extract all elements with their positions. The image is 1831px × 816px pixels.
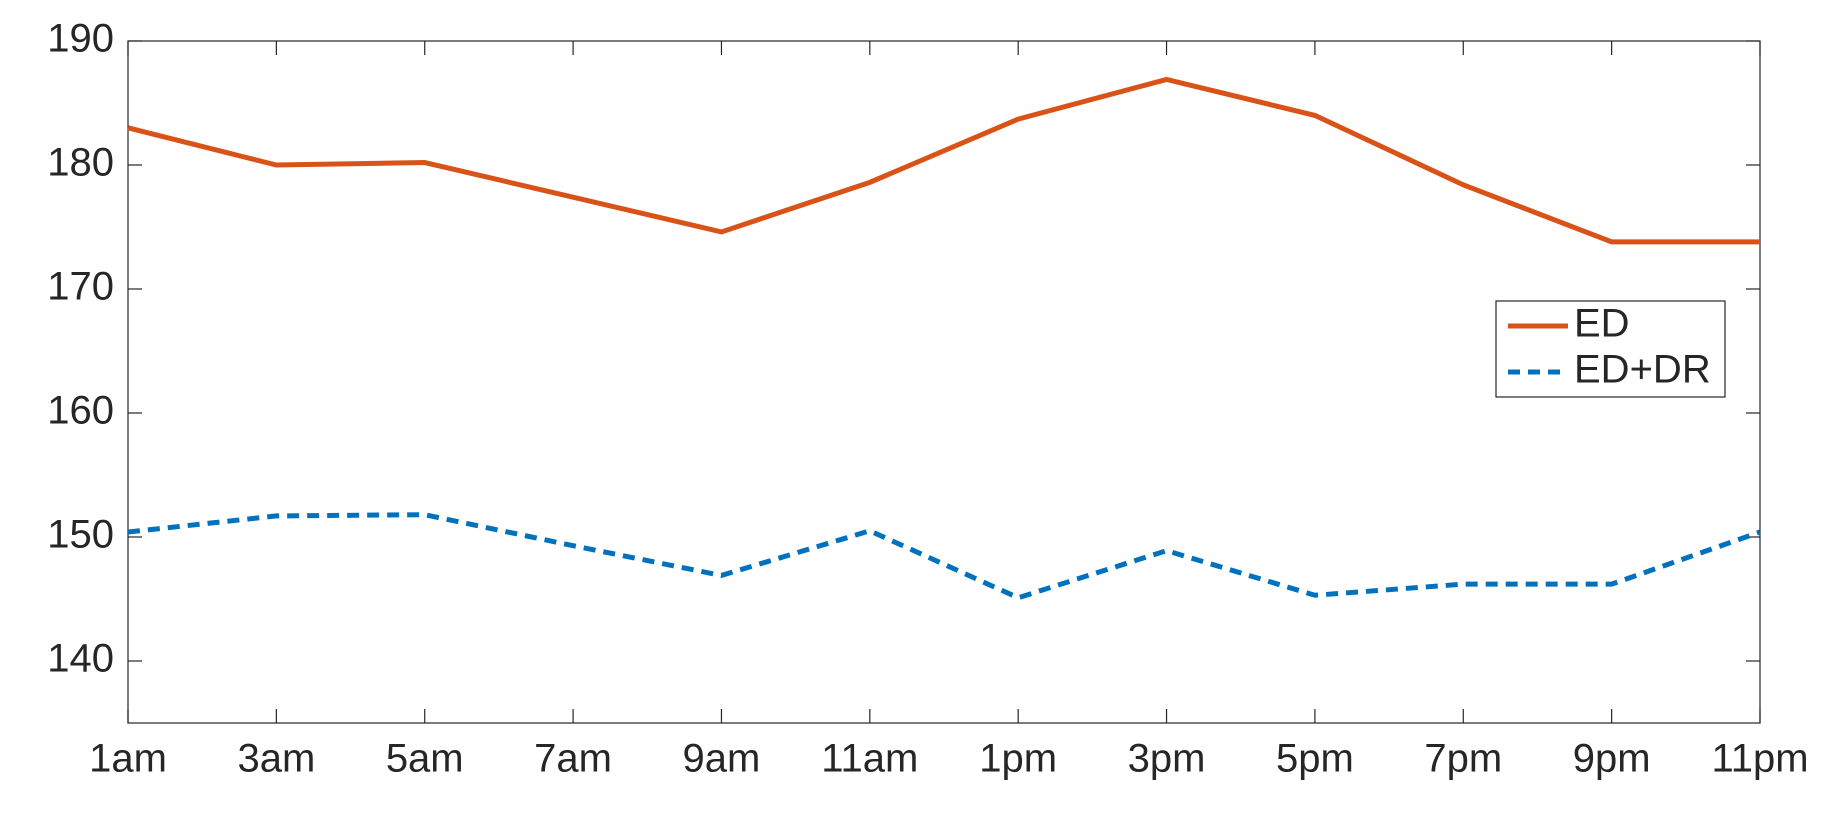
x-tick-label: 5pm <box>1276 737 1354 781</box>
x-tick-label: 9pm <box>1573 737 1651 781</box>
x-tick-label: 9am <box>683 737 761 781</box>
y-tick-label: 140 <box>47 637 114 681</box>
x-tick-label: 3pm <box>1128 737 1206 781</box>
y-tick-label: 160 <box>47 389 114 433</box>
legend-label: ED <box>1574 302 1630 346</box>
data-line <box>127 76 1760 245</box>
x-tick-label: 1pm <box>979 737 1057 781</box>
y-tick-label: 190 <box>47 17 114 61</box>
plot-frame <box>127 40 1761 724</box>
x-tick-label: 3am <box>237 737 315 781</box>
x-tick-label: 11pm <box>1711 737 1808 781</box>
x-tick-label: 7pm <box>1424 737 1502 781</box>
legend-box <box>1495 300 1726 398</box>
x-tick-label: 5am <box>386 737 464 781</box>
y-tick-label: 150 <box>47 513 114 557</box>
data-line <box>127 512 1761 601</box>
x-tick-label: 7am <box>534 737 612 781</box>
x-tick-label: 1am <box>89 737 167 781</box>
y-tick-label: 170 <box>47 265 114 309</box>
legend-label: ED+DR <box>1574 348 1711 392</box>
x-tick-label: 11am <box>821 737 918 781</box>
y-tick-label: 180 <box>47 141 114 185</box>
